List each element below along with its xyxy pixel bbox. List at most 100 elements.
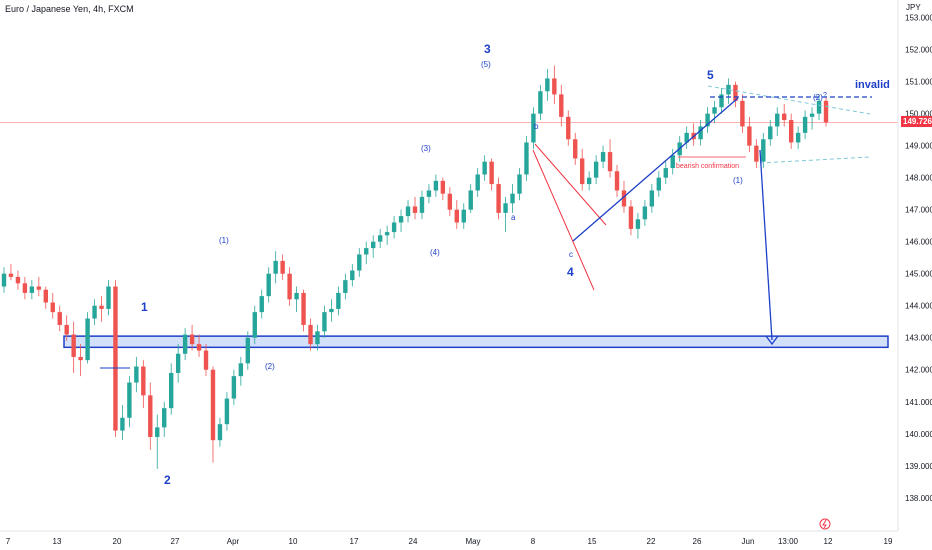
- candle: [621, 190, 627, 207]
- candle: [579, 158, 585, 185]
- candle: [8, 273, 14, 277]
- candle: [517, 174, 522, 194]
- currency-label: JPY: [906, 3, 921, 12]
- price-axis[interactable]: 153.000 152.000 151.000 150.000 149.000 148.0…: [905, 14, 932, 503]
- chart-title: Euro / Japanese Yen, 4h, FXCM: [5, 4, 134, 14]
- candle: [573, 139, 578, 159]
- invalid-label: invalid: [855, 79, 890, 91]
- projection-arrow[interactable]: [759, 149, 773, 341]
- candle: [57, 312, 62, 325]
- time-axis[interactable]: 7 13 20 27 Apr 10 17 24 May 8 15 22 26 Jun 13:00 12 19: [6, 537, 893, 546]
- wave-4-label: 4: [567, 265, 574, 279]
- candle: [308, 324, 313, 345]
- triangle-upper-line[interactable]: [707, 85, 871, 115]
- candles: [1, 65, 829, 469]
- candle: [301, 292, 306, 325]
- candle: [134, 366, 139, 383]
- candle: [120, 417, 125, 431]
- price-tick-label: 148.000: [905, 174, 932, 183]
- wave-3-sub-mid-label: (3): [421, 144, 431, 153]
- candle: [531, 113, 536, 143]
- candle: [419, 196, 425, 213]
- candle: [524, 142, 529, 175]
- wave-3-sub-label: (5): [481, 60, 491, 69]
- candle: [468, 190, 473, 210]
- time-tick-label: 26: [693, 537, 702, 546]
- candle: [461, 209, 466, 223]
- wave-drawings[interactable]: [100, 85, 872, 369]
- candle: [224, 398, 230, 425]
- price-tick-label: 150.000: [905, 110, 932, 119]
- candle: [127, 382, 132, 418]
- candle: [670, 155, 675, 169]
- candle: [816, 100, 822, 114]
- candle: [280, 260, 285, 274]
- candle: [440, 180, 446, 194]
- price-tick-label: 142.000: [905, 366, 932, 375]
- time-tick-label: 13:00: [778, 537, 799, 546]
- candle: [364, 248, 369, 255]
- candle: [795, 132, 801, 143]
- candle: [656, 177, 662, 191]
- candle: [141, 366, 146, 396]
- candle: [761, 139, 766, 162]
- wave-1-sub-label: (1): [219, 236, 229, 245]
- candle: [22, 283, 28, 293]
- candle: [809, 113, 815, 117]
- candle: [238, 363, 244, 377]
- candle: [649, 190, 655, 207]
- channel-upper-line[interactable]: [534, 143, 607, 226]
- price-tick-label: 138.000: [905, 494, 932, 503]
- candle: [823, 100, 829, 123]
- candle: [259, 296, 264, 313]
- candle: [712, 107, 717, 114]
- price-tick-label: 143.000: [905, 334, 932, 343]
- wave-2-sub-label: (2): [265, 362, 275, 371]
- time-tick-label: 12: [824, 537, 833, 546]
- candle: [36, 286, 42, 290]
- price-tick-label: 151.000: [905, 78, 932, 87]
- candle: [113, 286, 118, 431]
- time-tick-label: Jun: [742, 537, 755, 546]
- candle: [733, 84, 738, 101]
- candle: [78, 356, 83, 361]
- candle: [566, 116, 571, 140]
- candle: [217, 424, 223, 441]
- candle: [350, 270, 355, 281]
- candle: [377, 235, 383, 242]
- wave-1-right-label: (1): [733, 176, 743, 185]
- time-tick-label: 27: [171, 537, 180, 546]
- candle: [642, 206, 648, 220]
- candle: [593, 161, 599, 178]
- price-tick-label: 146.000: [905, 238, 932, 247]
- wave-c-label: c: [569, 250, 573, 259]
- lightning-icon[interactable]: [819, 518, 831, 530]
- candle: [600, 152, 606, 162]
- triangle-lower-line[interactable]: [759, 156, 871, 164]
- trendline[interactable]: [572, 97, 739, 242]
- candle: [426, 190, 432, 197]
- candle: [106, 286, 111, 309]
- time-tick-label: Apr: [227, 537, 240, 546]
- candle: [71, 334, 76, 357]
- candle: [802, 116, 808, 133]
- wave-4-sub-label: (4): [430, 248, 440, 257]
- price-tick-label: 152.000: [905, 46, 932, 55]
- candle: [322, 312, 327, 332]
- candle: [329, 308, 334, 313]
- candle: [552, 78, 557, 95]
- candle: [64, 324, 69, 335]
- candle: [405, 206, 411, 217]
- candle: [196, 344, 202, 351]
- price-tick-label: 145.000: [905, 270, 932, 279]
- candle: [503, 203, 508, 213]
- projection-arrow-head: [765, 335, 779, 346]
- channel-lower-line[interactable]: [532, 149, 595, 291]
- candle: [454, 209, 459, 223]
- candle: [614, 171, 620, 191]
- candle: [482, 161, 487, 175]
- support-zone[interactable]: [63, 335, 889, 349]
- candle: [168, 372, 174, 409]
- time-tick-label: 17: [350, 537, 359, 546]
